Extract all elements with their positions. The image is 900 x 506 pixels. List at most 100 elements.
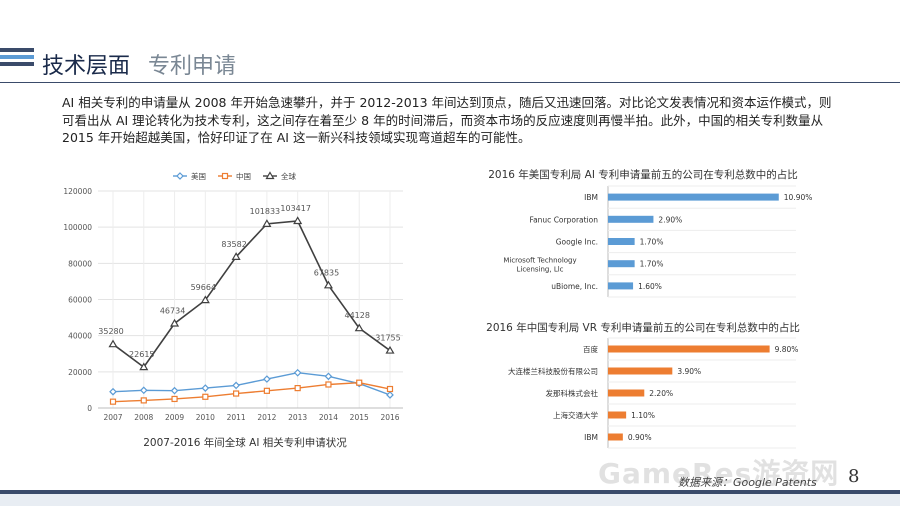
data-point: [202, 393, 209, 400]
data-label: 44128: [344, 311, 369, 320]
data-point: [262, 219, 272, 227]
data-point: [170, 386, 179, 395]
data-point: [108, 339, 118, 348]
data-point: [170, 318, 180, 327]
bar-chart-title: 2016 年美国专利局 AI 专利申请量前五的公司在专利总数中的占比: [488, 168, 798, 181]
data-point: [293, 216, 303, 225]
bar-category-label: IBM: [584, 193, 598, 202]
legend-label: 美国: [191, 171, 206, 181]
bar-value-label: 2.90%: [658, 215, 682, 224]
legend-marker: [221, 172, 229, 180]
data-point: [139, 386, 148, 395]
x-tick-label: 2015: [350, 413, 369, 422]
y-tick-label: 80000: [68, 259, 92, 268]
bar-category-label: 上海交通大学: [553, 410, 598, 420]
data-label: 59664: [191, 283, 216, 292]
x-tick-label: 2011: [227, 413, 246, 422]
x-tick-label: 2013: [288, 413, 307, 422]
data-point: [293, 368, 302, 377]
bar-category-label: Microsoft Technology Licensing, Llc: [503, 257, 576, 274]
y-tick-label: 120000: [63, 187, 92, 196]
page-title: 技术层面 专利申请: [42, 48, 236, 80]
line-chart-title: 2007-2016 年间全球 AI 相关专利申请状况: [143, 436, 347, 449]
y-tick-label: 40000: [68, 332, 92, 341]
x-tick-label: 2007: [103, 413, 122, 422]
data-label: 83582: [221, 240, 246, 249]
bar: [608, 260, 635, 268]
bar: [608, 282, 634, 290]
data-point: [109, 387, 117, 396]
data-label: 22615: [129, 350, 154, 359]
data-point: [109, 398, 117, 405]
x-tick-label: 2012: [257, 413, 276, 422]
bar: [608, 411, 627, 419]
x-tick-label: 2008: [134, 413, 153, 422]
bar: [608, 193, 779, 201]
data-label: 67835: [314, 268, 339, 277]
bar: [608, 389, 645, 397]
data-point: [201, 384, 210, 392]
bar-value-label: 1.60%: [638, 282, 662, 291]
data-point: [294, 385, 301, 392]
data-point: [200, 295, 210, 304]
y-tick-label: 100000: [63, 223, 92, 232]
bar-value-label: 1.10%: [631, 411, 655, 420]
bar-category-label: 发那科株式会社: [546, 388, 599, 398]
bar-value-label: 9.80%: [775, 345, 799, 354]
data-point: [263, 375, 271, 383]
data-point: [386, 385, 394, 393]
page-number: 8: [848, 466, 860, 487]
data-label: 46734: [160, 306, 185, 315]
data-point: [325, 381, 332, 388]
data-point: [263, 387, 270, 394]
data-point: [232, 381, 240, 390]
x-tick-label: 2009: [165, 413, 184, 422]
data-label: 101833: [250, 207, 281, 216]
data-point: [231, 252, 241, 260]
title-decoration: [0, 48, 34, 69]
bar: [608, 215, 654, 223]
bar-chart-title: 2016 年中国专利局 VR 专利申请量前五的公司在专利总数中的占比: [486, 321, 800, 334]
data-point: [140, 397, 147, 404]
bar-category-label: IBM: [584, 433, 598, 442]
bar-value-label: 0.90%: [628, 433, 652, 442]
data-point: [354, 323, 364, 332]
series-line-2: [112, 220, 391, 369]
x-tick-label: 2010: [196, 413, 215, 422]
footer-rule: [0, 490, 900, 494]
data-point: [386, 391, 394, 399]
intro-paragraph: AI 相关专利的申请量从 2008 年开始急速攀升，并于 2012-2013 年…: [62, 95, 832, 145]
bar-value-label: 2.20%: [649, 389, 673, 398]
x-tick-label: 2014: [319, 413, 338, 422]
bar-value-label: 3.90%: [677, 367, 701, 376]
bar-category-label: Google Inc.: [556, 238, 598, 247]
bar-category-label: 大连楼兰科技股份有限公司: [508, 366, 598, 376]
bar-category-label: uBiome, Inc.: [551, 282, 598, 291]
series-line-0: [112, 372, 391, 396]
legend-marker: [176, 172, 184, 180]
bar-value-label: 10.90%: [784, 193, 813, 202]
data-point: [323, 280, 333, 289]
title-main: 技术层面: [42, 54, 131, 79]
legend-label: 中国: [236, 171, 251, 181]
data-point: [233, 390, 240, 397]
data-label: 31755: [375, 334, 400, 343]
bar-category-label: 百度: [583, 344, 598, 354]
data-point: [324, 372, 333, 381]
watermark-logo: GameRes游资网: [598, 457, 840, 490]
y-tick-label: 0: [87, 404, 92, 413]
bar-category-label: Fanuc Corporation: [529, 215, 598, 224]
bar: [608, 238, 635, 245]
x-tick-label: 2016: [380, 413, 399, 422]
y-tick-label: 60000: [68, 296, 92, 305]
data-point: [385, 345, 395, 354]
legend-label: 全球: [281, 171, 296, 181]
bar-value-label: 1.70%: [640, 260, 664, 269]
bar: [608, 367, 673, 375]
data-source: 数据来源：Google Patents: [678, 476, 817, 489]
footer-band: [0, 494, 900, 506]
bar: [608, 433, 623, 441]
data-point: [171, 395, 178, 403]
title-subtitle: 专利申请: [148, 54, 237, 79]
